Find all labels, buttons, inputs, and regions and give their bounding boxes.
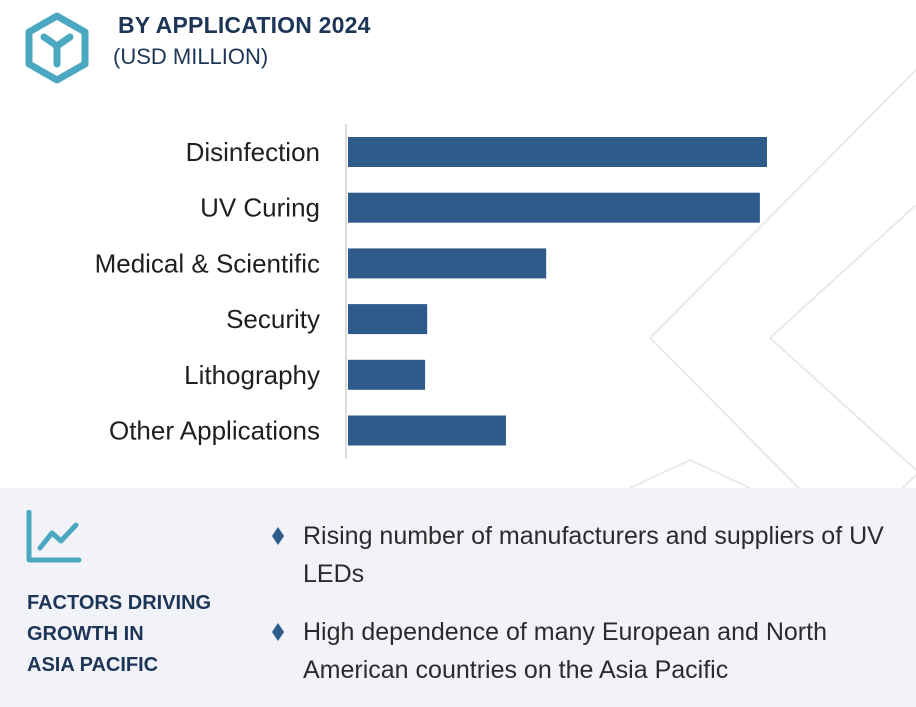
bar [348,248,547,279]
category-label: Disinfection [186,137,320,167]
factor-bullet-text: Rising number of manufacturers and suppl… [303,522,884,588]
factors-panel [0,488,916,707]
page-subtitle: (USD MILLION) [113,44,269,69]
category-label: Security [226,304,320,334]
bar [348,304,428,335]
diamond-bullet-icon [272,527,284,545]
line-chart-icon [26,510,82,563]
factors-title: FACTORS DRIVING GROWTH IN ASIA PACIFIC [27,588,211,681]
category-label: Lithography [184,360,320,390]
cube-logo-icon [25,12,89,84]
category-label: Other Applications [109,416,320,446]
category-label: Medical & Scientific [95,248,320,278]
factor-bullet: Rising number of manufacturers and suppl… [272,517,903,593]
bar [348,192,760,223]
factors-title-line: ASIA PACIFIC [27,654,159,676]
bar [348,359,426,390]
diamond-bullet-icon [272,623,284,641]
page-title: BY APPLICATION 2024 [118,12,371,38]
factors-title-line: FACTORS DRIVING [27,592,212,614]
category-label: UV Curing [200,193,320,223]
bar [348,415,506,446]
bar-chart: Disinfection UV Curing Medical & Scientifi… [95,124,767,458]
factors-title-line: GROWTH IN [27,623,144,645]
factor-bullet-text: High dependence of many European and Nor… [303,618,827,684]
bar [348,137,767,167]
factor-bullet: High dependence of many European and Nor… [272,613,903,689]
